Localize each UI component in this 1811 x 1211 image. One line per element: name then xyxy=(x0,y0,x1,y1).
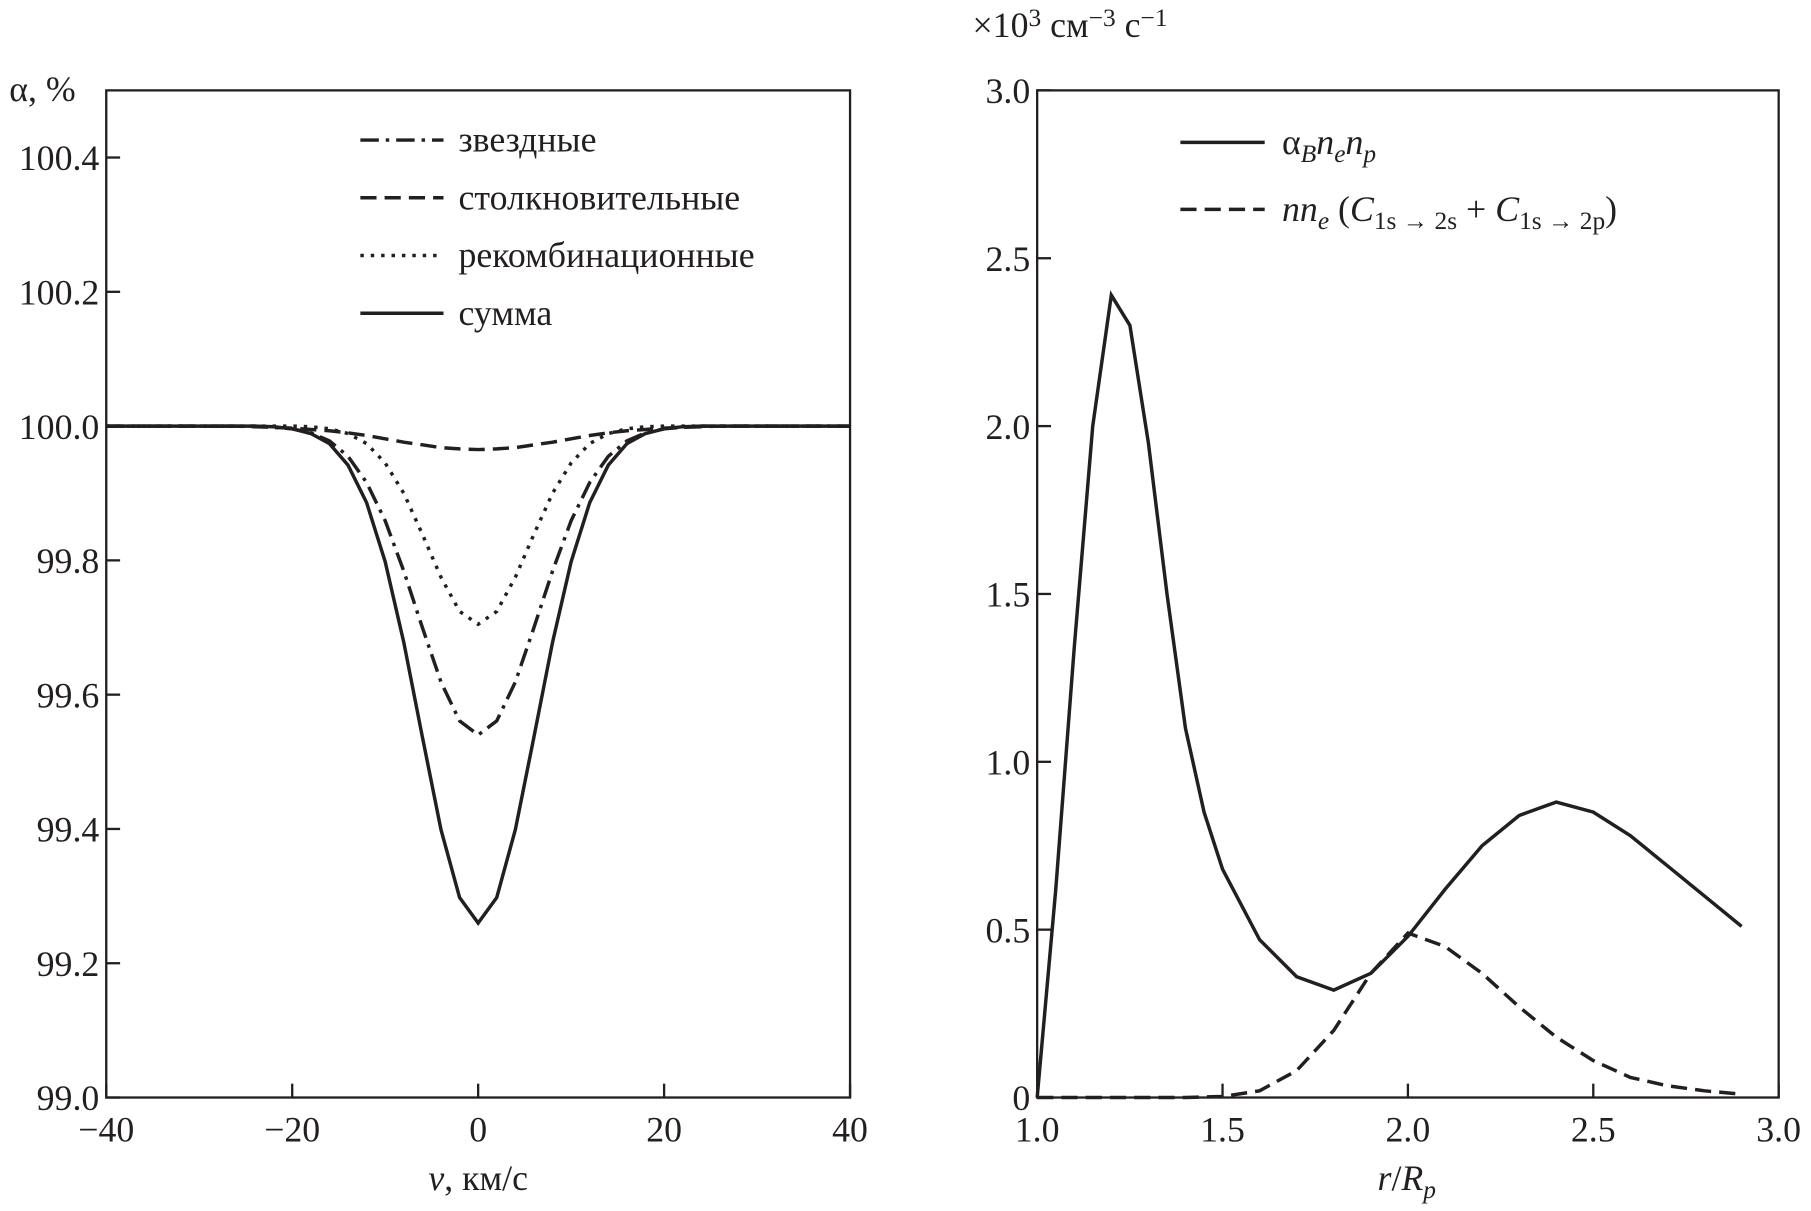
x-tick-label: 40 xyxy=(832,1109,868,1149)
legend-label-part: nn xyxy=(1282,189,1318,229)
series-line-1 xyxy=(1037,931,1742,1100)
right-chart-rate-profile: 1.0 1.5 2.0 2.5 3.0 0 0.5 1.0 1.5 2.0 2.5 3.0 ×103 с… xyxy=(972,4,1801,1203)
legend-label-part: 1s → 2s xyxy=(1374,206,1457,234)
y-axis-label-part: −3 xyxy=(1089,4,1116,32)
legend-label: столкновительные xyxy=(459,177,741,217)
legend-label-part: C xyxy=(1495,189,1520,229)
left-chart-velocity-profile: −40 −20 0 20 40 99.0 99.2 99.4 99.6 99.8 100.0 100.… xyxy=(9,69,868,1198)
legend-label-part: ( xyxy=(1329,189,1350,229)
y-tick-label: 99.8 xyxy=(37,541,100,581)
x-tick-label: 2.0 xyxy=(1386,1109,1431,1149)
axes-frame xyxy=(1036,89,1780,1099)
x-tick-label: 0 xyxy=(469,1109,487,1149)
y-tick-label: 100.0 xyxy=(19,407,100,447)
y-axis-label-part: α, % xyxy=(9,69,75,109)
x-axis-label-part: , км/с xyxy=(444,1158,528,1198)
y-tick-label: 0 xyxy=(1012,1078,1030,1118)
series-line-3 xyxy=(106,424,851,926)
legend-label-part: p xyxy=(1361,139,1376,167)
series-line-0 xyxy=(106,424,851,738)
legend-label-part: n xyxy=(1316,122,1334,162)
y-axis-label: α, % xyxy=(9,69,75,109)
legend-label-part: n xyxy=(1345,122,1363,162)
legend-label-part: B xyxy=(1301,139,1317,167)
x-tick-label: −40 xyxy=(78,1109,134,1149)
legend-label-part: e xyxy=(1334,139,1345,167)
series-line-2 xyxy=(106,424,851,627)
y-tick-label: 1.5 xyxy=(985,575,1030,615)
legend-label-part: e xyxy=(1318,206,1329,234)
x-tick-label: 20 xyxy=(646,1109,682,1149)
legend-label: сумма xyxy=(459,293,553,333)
legend-label-part: α xyxy=(1282,122,1301,162)
y-tick-label: 99.0 xyxy=(37,1078,100,1118)
x-axis-label-part: / xyxy=(1391,1158,1401,1198)
y-axis-label-part: −1 xyxy=(1141,4,1168,32)
x-axis-label-part: r xyxy=(1378,1158,1393,1198)
y-axis-label-part: 3 xyxy=(1028,4,1041,32)
series-line-0 xyxy=(1035,290,1743,1098)
x-tick-label: −20 xyxy=(264,1109,320,1149)
y-tick-label: 3.0 xyxy=(985,71,1030,111)
y-tick-label: 100.4 xyxy=(19,138,100,178)
y-tick-label: 100.2 xyxy=(19,273,100,313)
legend-label: рекомбинационные xyxy=(459,235,755,275)
y-tick-label: 2.5 xyxy=(985,239,1030,279)
legend-label-part: 1s → 2p xyxy=(1519,206,1605,234)
y-tick-label: 1.0 xyxy=(985,743,1030,783)
x-axis-label-part: R xyxy=(1400,1158,1423,1198)
y-axis-label-part: см xyxy=(1041,5,1089,45)
legend-label: nne (C1s → 2s + C1s → 2p) xyxy=(1282,189,1617,235)
legend-label: звездные xyxy=(459,120,597,160)
x-tick-label: 1.5 xyxy=(1200,1109,1245,1149)
x-axis-label: r/Rp xyxy=(1378,1158,1436,1204)
x-tick-label: 3.0 xyxy=(1756,1109,1801,1149)
y-tick-label: 2.0 xyxy=(985,407,1030,447)
y-tick-label: 99.2 xyxy=(37,944,100,984)
series-line-1 xyxy=(106,424,851,452)
y-axis-label: ×103 см−3 с−1 xyxy=(972,4,1167,45)
x-axis-label-part: v xyxy=(428,1158,444,1198)
x-tick-label: 1.0 xyxy=(1015,1109,1060,1149)
legend-label-part: C xyxy=(1350,189,1375,229)
legend-label-part: + xyxy=(1457,189,1495,229)
y-axis-label-part: с xyxy=(1116,5,1141,45)
y-tick-label: 0.5 xyxy=(985,910,1030,950)
x-tick-label: 2.5 xyxy=(1571,1109,1616,1149)
y-tick-label: 99.4 xyxy=(37,810,100,850)
y-tick-label: 99.6 xyxy=(37,675,100,715)
x-axis-label: v, км/с xyxy=(428,1158,528,1198)
y-axis-label-part: ×10 xyxy=(972,5,1028,45)
x-axis-label-part: p xyxy=(1421,1175,1436,1203)
legend-label: αBnenp xyxy=(1282,122,1376,168)
legend-label-part: ) xyxy=(1605,189,1617,229)
